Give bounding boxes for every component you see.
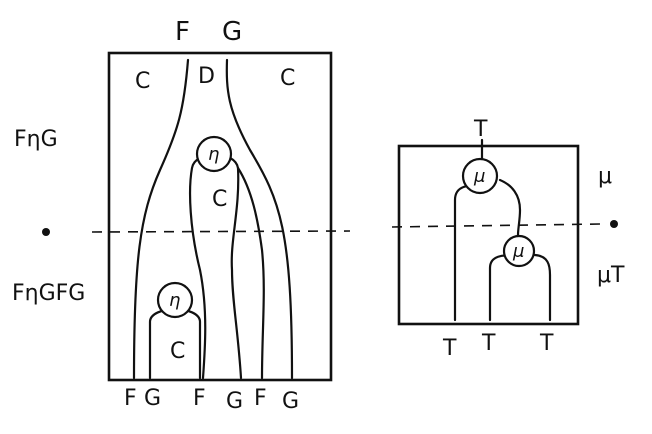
left-bottom-label-6: G bbox=[282, 389, 299, 414]
left-top-label-G: G bbox=[222, 17, 242, 47]
eta-node-upper bbox=[195, 135, 233, 173]
side-label-lower: FηGFG bbox=[12, 281, 85, 306]
dashed-slice-line bbox=[91, 230, 351, 233]
string-F-left bbox=[132, 58, 190, 380]
slice-dot-right bbox=[610, 220, 618, 228]
left-bottom-label-5: F bbox=[254, 386, 267, 411]
right-bottom-label-3: T bbox=[539, 331, 554, 356]
mu-node-lower-label: μ bbox=[512, 241, 524, 262]
string-F-right-bottom bbox=[236, 166, 265, 380]
right-side-label-mu: μ bbox=[598, 164, 612, 189]
eta-node-lower-label: η bbox=[169, 290, 180, 311]
right-bottom-label-1: T bbox=[442, 336, 457, 361]
mu-node-upper-label: μ bbox=[473, 166, 485, 187]
right-top-label-T: T bbox=[473, 117, 488, 142]
left-top-label-F: F bbox=[175, 17, 190, 47]
right-side-label-muT: μT bbox=[597, 263, 625, 288]
left-diagram-box bbox=[107, 51, 333, 382]
dashed-slice-line-right bbox=[391, 223, 601, 228]
mu-node-lower bbox=[502, 234, 536, 268]
region-label-C-inner-lower: C bbox=[170, 339, 185, 364]
left-bottom-label-1: F bbox=[124, 386, 137, 411]
region-label-C-left: C bbox=[135, 69, 150, 94]
left-bottom-label-4: G bbox=[226, 389, 243, 414]
left-bottom-label-3: F bbox=[193, 386, 206, 411]
side-label-upper: FηG bbox=[14, 127, 58, 152]
left-bottom-label-2: G bbox=[144, 386, 161, 411]
eta-node-upper-label: η bbox=[208, 144, 219, 165]
region-label-C-inner-upper: C bbox=[212, 187, 227, 212]
mu-node-upper bbox=[461, 157, 499, 195]
eta-node-lower bbox=[156, 281, 194, 319]
region-label-C-right: C bbox=[280, 66, 295, 91]
region-label-D: D bbox=[198, 64, 215, 89]
right-diagram-box bbox=[397, 144, 580, 326]
slice-dot-left bbox=[42, 228, 50, 236]
right-bottom-label-2: T bbox=[481, 331, 496, 356]
string-G-left bbox=[225, 58, 294, 380]
